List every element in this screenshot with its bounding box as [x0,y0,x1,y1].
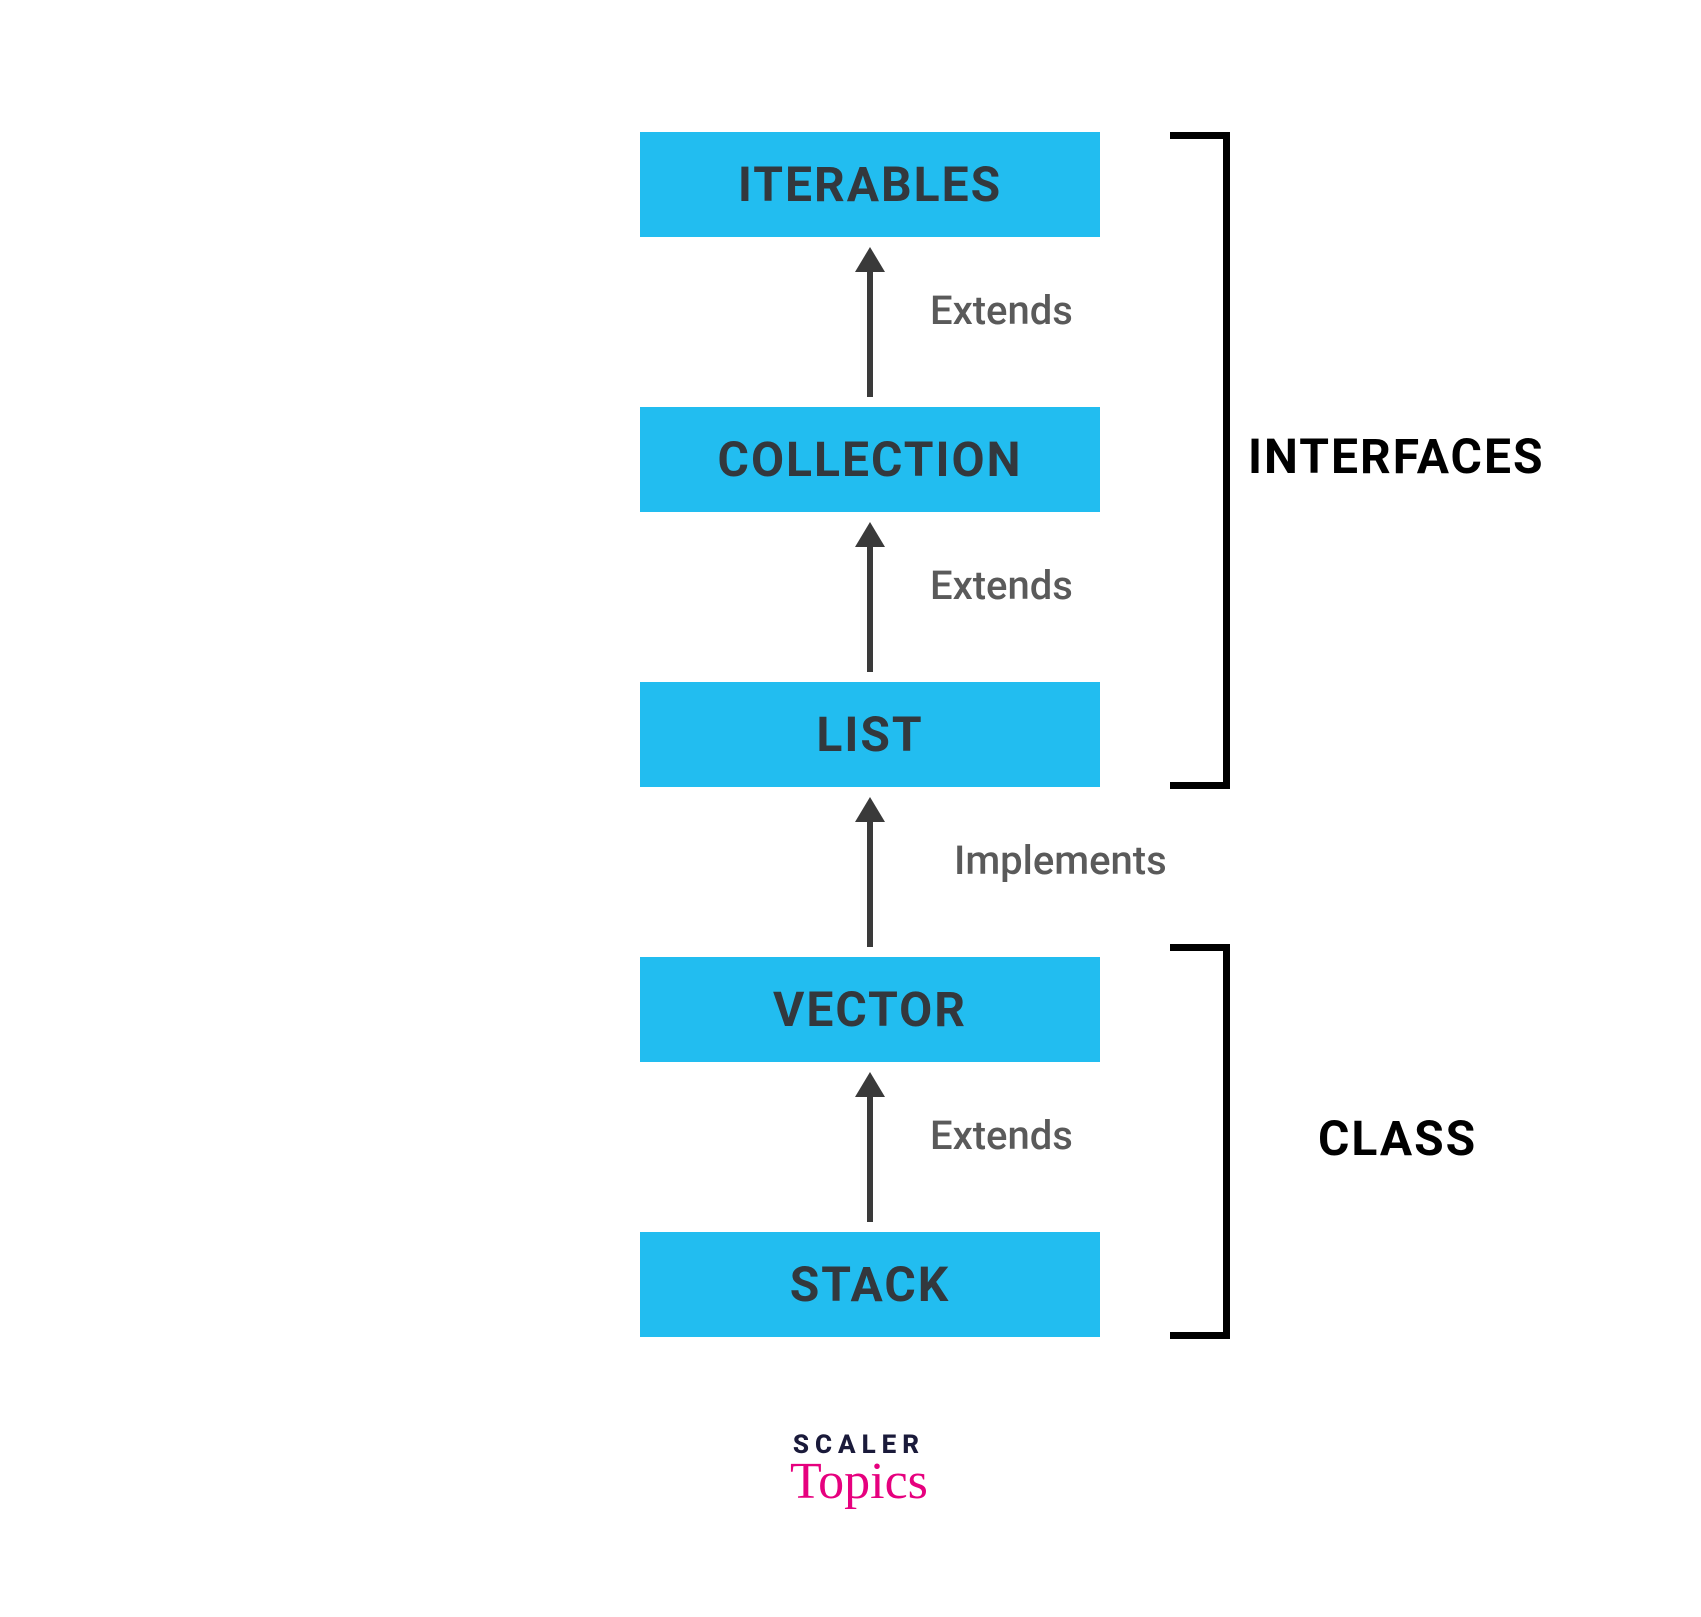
edge-3: Extends [640,1062,1100,1232]
node-collection: COLLECTION [640,407,1100,512]
node-vector: VECTOR [640,957,1100,1062]
node-stack: STACK [640,1232,1100,1337]
arrow-up-icon [855,1072,885,1222]
bracket-interfaces [1170,132,1230,789]
edge-1: Extends [640,512,1100,682]
edge-2: Implements [640,787,1100,957]
arrow-up-icon [855,247,885,397]
node-list: LIST [640,682,1100,787]
edge-label-3: Extends [930,1112,1073,1159]
group-label-interfaces: INTERFACES [1248,428,1545,485]
edge-label-0: Extends [930,287,1073,334]
scaler-topics-logo: SCALER Topics [790,1430,928,1511]
logo-line2: Topics [790,1452,928,1511]
edge-label-2: Implements [954,837,1167,884]
arrow-up-icon [855,522,885,672]
node-iterables: ITERABLES [640,132,1100,237]
bracket-class [1170,944,1230,1339]
hierarchy-diagram: ITERABLES Extends COLLECTION Extends LIS… [640,132,1100,1337]
edge-0: Extends [640,237,1100,407]
arrow-up-icon [855,797,885,947]
group-label-class: CLASS [1318,1110,1477,1167]
edge-label-1: Extends [930,562,1073,609]
